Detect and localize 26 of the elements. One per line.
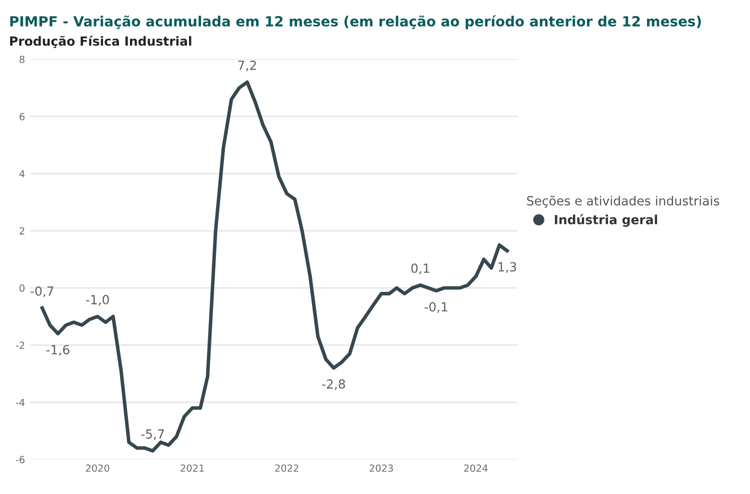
y-tick-label: 4 xyxy=(19,170,25,178)
y-tick-label: 2 xyxy=(20,227,24,234)
chart-title: PIMPF - Variação acumulada em 12 meses (em relação ao período anterior de 12 meses) xyxy=(10,15,701,30)
y-tick-label: 6 xyxy=(20,112,25,120)
data-label: -0,1 xyxy=(424,302,448,313)
data-label: 7,2 xyxy=(238,60,256,72)
x-tick-label: 2024 xyxy=(464,464,488,472)
x-tick-label: 2023 xyxy=(370,464,393,472)
y-tick-label: -4 xyxy=(16,398,25,406)
x-tick-label: 2021 xyxy=(180,464,204,472)
data-label: -1,0 xyxy=(86,294,109,306)
legend-label: Indústria geral xyxy=(554,214,658,227)
chart-subtitle: Produção Física Industrial xyxy=(10,36,192,48)
x-tick-label: 2022 xyxy=(275,464,298,472)
y-tick-label: -2 xyxy=(16,342,24,349)
data-label: -5,7 xyxy=(141,429,164,440)
x-tick-label: 2020 xyxy=(86,464,110,472)
y-tick-label: 0 xyxy=(20,284,24,292)
y-tick-label: -6 xyxy=(16,456,25,464)
y-tick-label: 8 xyxy=(20,56,24,64)
data-label: -0,7 xyxy=(30,286,54,298)
data-label: -2,8 xyxy=(322,379,346,390)
data-label: 0,1 xyxy=(411,263,430,274)
data-label: -1,6 xyxy=(46,344,70,356)
data-label: 1,3 xyxy=(498,262,516,273)
legend-title: Seções e atividades industriais xyxy=(527,196,720,208)
